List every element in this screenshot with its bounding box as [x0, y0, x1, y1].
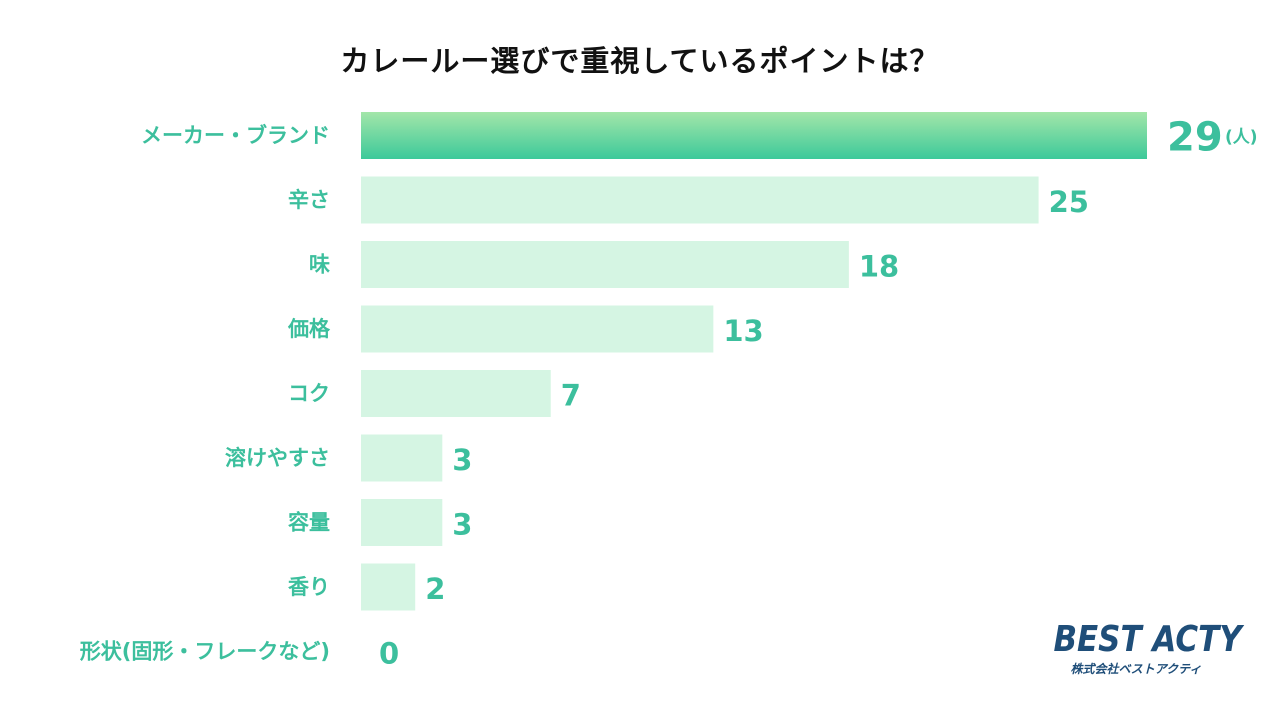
- bar-1: [361, 176, 1039, 224]
- bars-layer: [361, 112, 1147, 611]
- bar-7: [361, 563, 416, 611]
- category-label-5: 溶けやすさ: [225, 446, 330, 470]
- bar-5: [361, 434, 443, 482]
- brand-name: BEST ACTY: [1053, 619, 1242, 660]
- value-label-1: 25: [1049, 185, 1089, 219]
- bar-3: [361, 305, 714, 353]
- category-label-6: 容量: [288, 511, 330, 535]
- value-label-3: 13: [723, 314, 763, 348]
- value-label-8: 0: [379, 637, 399, 671]
- category-label-3: 価格: [287, 317, 331, 341]
- category-label-7: 香り: [288, 575, 330, 599]
- value-label-2: 18: [859, 250, 899, 284]
- value-label-6: 3: [452, 508, 472, 542]
- category-label-8: 形状(固形・フレークなど): [80, 640, 330, 664]
- category-label-4: コク: [288, 382, 330, 406]
- chart-title: カレールー選びで重視しているポイントは？: [340, 44, 940, 78]
- bar-2: [361, 241, 849, 288]
- value-label-7: 2: [425, 572, 445, 606]
- value-label-5: 3: [452, 443, 472, 477]
- bar-4: [361, 370, 551, 417]
- value-label-0: 29: [1167, 115, 1223, 161]
- category-label-1: 辛さ: [288, 188, 330, 212]
- category-label-0: メーカー・ブランド: [141, 124, 330, 148]
- brand-logo: BEST ACTY 株式会社ベストアクティ: [1040, 618, 1242, 676]
- bar-0: [361, 112, 1147, 159]
- unit-label: (人): [1225, 128, 1258, 148]
- value-label-4: 7: [561, 379, 581, 413]
- bar-6: [361, 499, 443, 546]
- category-label-2: 味: [309, 253, 330, 277]
- brand-subtitle: 株式会社ベストアクティ: [1070, 662, 1202, 676]
